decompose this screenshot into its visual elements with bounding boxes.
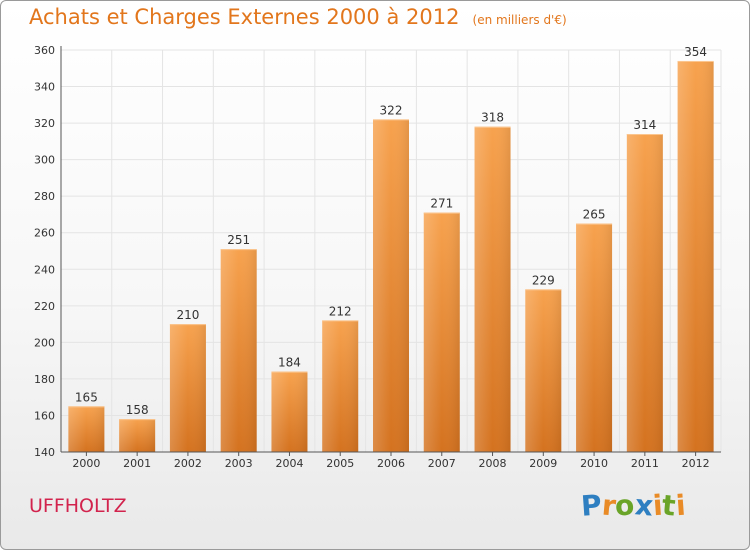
bar-shade <box>119 419 156 452</box>
y-tick-label: 320 <box>34 117 55 130</box>
x-tick-label: 2003 <box>225 457 253 470</box>
y-tick-label: 340 <box>34 81 55 94</box>
data-label: 251 <box>227 233 250 247</box>
y-tick-label: 240 <box>34 263 55 276</box>
bar-shade <box>677 60 714 453</box>
x-tick-label: 2007 <box>428 457 456 470</box>
x-tick-label: 2002 <box>174 457 202 470</box>
y-tick-label: 180 <box>34 373 55 386</box>
bar-shade <box>220 249 257 452</box>
bar-shade <box>322 320 359 452</box>
x-tick-label: 2012 <box>682 457 710 470</box>
chart-title: Achats et Charges Externes 2000 à 2012 <box>29 5 460 29</box>
y-tick-label: 260 <box>34 227 55 240</box>
x-tick-label: 2000 <box>72 457 100 470</box>
proxiti-logo[interactable]: Proxiti <box>579 488 687 523</box>
logo-letter: P <box>579 488 603 523</box>
data-label: 265 <box>583 208 606 222</box>
data-label: 165 <box>75 390 98 404</box>
y-tick-label: 140 <box>34 446 55 459</box>
x-tick-label: 2009 <box>529 457 557 470</box>
x-tick-label: 2011 <box>631 457 659 470</box>
bar-shade <box>373 119 409 452</box>
data-label: 318 <box>481 111 504 125</box>
bar-shade <box>626 134 663 452</box>
data-label: 158 <box>126 403 149 417</box>
data-label: 229 <box>532 273 555 287</box>
bar-shade <box>271 371 308 452</box>
x-tick-label: 2005 <box>326 457 354 470</box>
bar-shade <box>474 126 511 452</box>
y-tick-label: 220 <box>34 300 55 313</box>
logo-letter: i <box>674 488 687 523</box>
bar-shade <box>169 324 206 452</box>
data-label: 210 <box>176 308 199 322</box>
y-tick-label: 200 <box>34 336 55 349</box>
commune-name: UFFHOLTZ <box>29 495 127 517</box>
data-label: 184 <box>278 356 301 370</box>
bar-layer <box>68 60 714 453</box>
label-layer: 165 158 210 251 184 212 322 271 318 229 265 314 354 <box>75 45 707 417</box>
x-tick-label: 2008 <box>479 457 507 470</box>
chart-subtitle: (en milliers d'€) <box>472 13 567 27</box>
y-tick-label: 360 <box>34 44 55 57</box>
data-label: 354 <box>684 45 707 59</box>
data-label: 271 <box>430 197 453 211</box>
logo-letter: x <box>633 488 655 523</box>
y-tick-label: 280 <box>34 190 55 203</box>
x-tick-label: 2001 <box>123 457 151 470</box>
bar-shade <box>576 223 613 452</box>
x-tick-label: 2004 <box>275 457 303 470</box>
x-tick-label: 2010 <box>580 457 608 470</box>
data-label: 212 <box>329 304 352 318</box>
bar-shade <box>423 212 460 452</box>
x-tick-label: 2006 <box>377 457 405 470</box>
axis-layer: 140 160 180 200 220 240 260 280 300 320 340 360 2000… <box>34 44 721 470</box>
logo-letter: o <box>614 488 636 523</box>
data-label: 322 <box>380 103 403 117</box>
data-label: 314 <box>633 118 656 132</box>
y-tick-label: 300 <box>34 154 55 167</box>
bar-shade <box>525 289 562 452</box>
chart-title-row: Achats et Charges Externes 2000 à 2012 (… <box>29 5 567 29</box>
bar-shade <box>68 406 105 452</box>
y-tick-label: 160 <box>34 409 55 422</box>
